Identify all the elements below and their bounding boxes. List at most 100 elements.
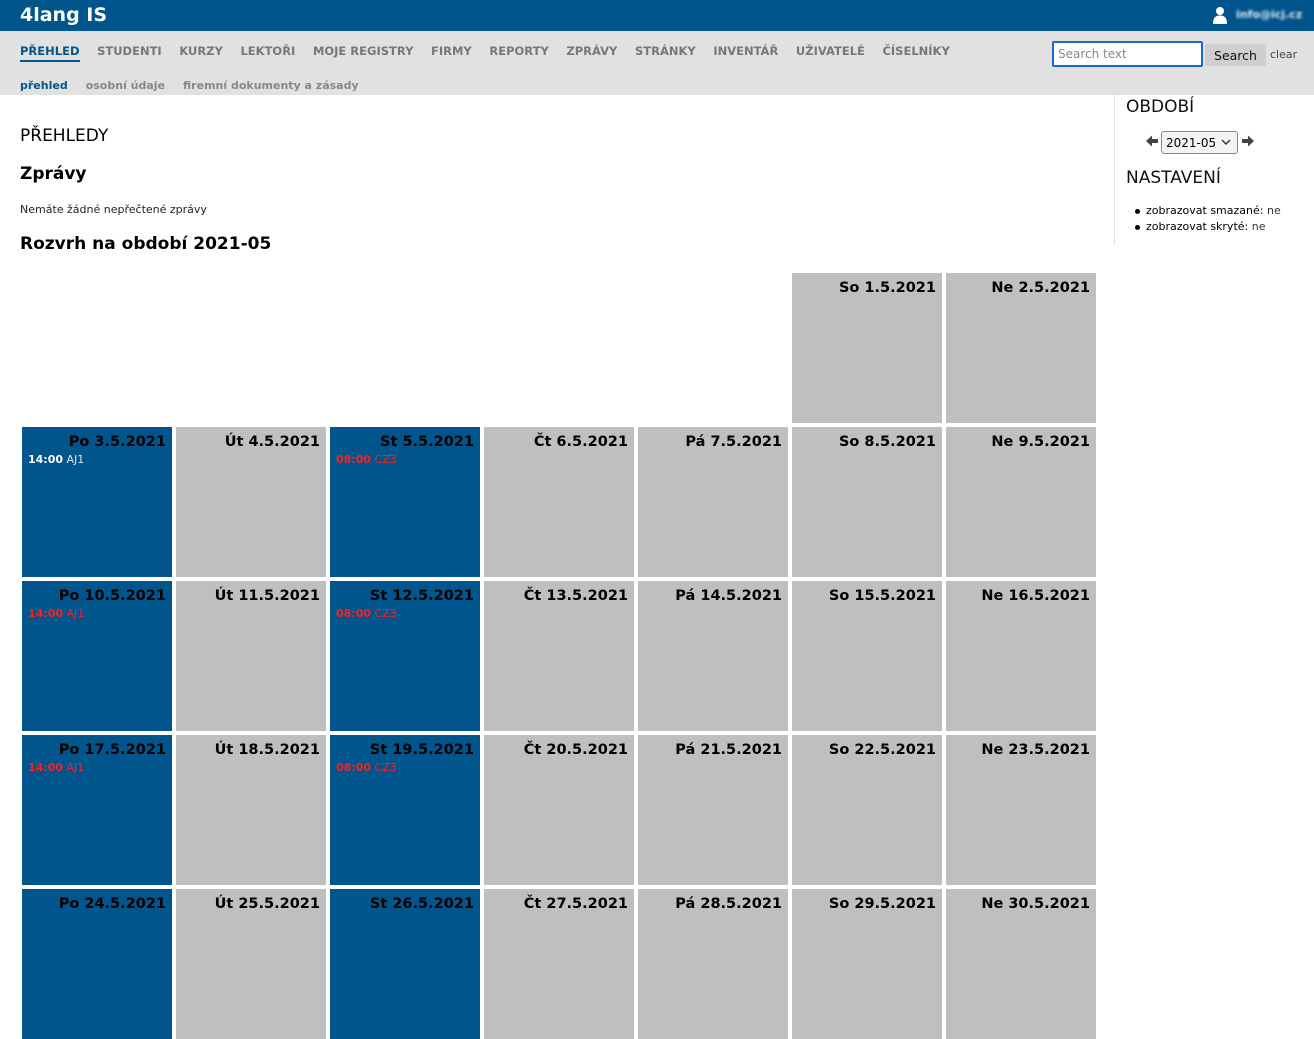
- nav-item[interactable]: STRÁNKY: [634, 44, 696, 58]
- search-input[interactable]: [1052, 41, 1203, 67]
- calendar-day-label: St 19.5.2021: [369, 742, 474, 758]
- nav-item[interactable]: STUDENTI: [97, 44, 162, 58]
- calendar-day-cell[interactable]: St 26.5.2021: [330, 889, 480, 1039]
- calendar-day-label: Po 10.5.2021: [58, 588, 166, 604]
- calendar-day-label: Ne 2.5.2021: [991, 280, 1090, 296]
- calendar-day-label: So 8.5.2021: [838, 434, 936, 450]
- calendar-event[interactable]: 08:00 CZ3: [336, 607, 397, 620]
- calendar-event[interactable]: 14:00 AJ1: [28, 607, 84, 620]
- calendar-day-cell[interactable]: Čt 27.5.2021: [484, 889, 634, 1039]
- calendar-day-cell[interactable]: Út 25.5.2021: [176, 889, 326, 1039]
- calendar-day-cell[interactable]: So 1.5.2021: [792, 273, 942, 423]
- calendar-day-label: Čt 27.5.2021: [523, 896, 628, 912]
- sub-nav: přehled osobní údaje firemní dokumenty a z…: [20, 79, 377, 92]
- calendar-day-cell[interactable]: Čt 13.5.2021: [484, 581, 634, 731]
- nav-item[interactable]: REPORTY: [489, 44, 549, 58]
- calendar-day-cell[interactable]: So 8.5.2021: [792, 427, 942, 577]
- period-heading: OBDOBÍ: [1126, 97, 1195, 117]
- next-period-arrow-icon[interactable]: [1242, 135, 1254, 147]
- subnav-item[interactable]: přehled: [20, 79, 68, 92]
- calendar-day-cell[interactable]: Pá 14.5.2021: [638, 581, 788, 731]
- calendar-day-label: Út 25.5.2021: [214, 896, 320, 912]
- calendar-day-cell[interactable]: Čt 6.5.2021: [484, 427, 634, 577]
- calendar-day-cell[interactable]: Po 17.5.2021 14:00 AJ1: [22, 735, 172, 885]
- calendar-day-cell[interactable]: So 22.5.2021: [792, 735, 942, 885]
- calendar-day-label: Po 24.5.2021: [58, 896, 166, 912]
- previous-period-arrow-icon[interactable]: [1146, 135, 1158, 147]
- calendar-day-cell[interactable]: Po 10.5.2021 14:00 AJ1: [22, 581, 172, 731]
- calendar-day-label: Pá 21.5.2021: [675, 742, 782, 758]
- subnav-item[interactable]: osobní údaje: [85, 79, 166, 92]
- setting-show-hidden: zobrazovat skryté: ne: [1133, 219, 1281, 235]
- calendar-day-cell[interactable]: Čt 20.5.2021: [484, 735, 634, 885]
- calendar-event[interactable]: 08:00 CZ3: [336, 761, 397, 774]
- setting-value-link[interactable]: ne: [1251, 220, 1266, 233]
- calendar-day-label: Pá 28.5.2021: [675, 896, 782, 912]
- calendar-day-cell[interactable]: Ne 9.5.2021: [946, 427, 1096, 577]
- nav-item[interactable]: LEKTOŘI: [240, 44, 296, 58]
- page-title: PŘEHLEDY: [20, 126, 109, 146]
- calendar-day-cell[interactable]: Ne 30.5.2021: [946, 889, 1096, 1039]
- event-time: 08:00: [336, 453, 372, 466]
- calendar-day-cell[interactable]: Po 3.5.2021 14:00 AJ1: [22, 427, 172, 577]
- calendar-day-label: St 5.5.2021: [380, 434, 474, 450]
- calendar-day-label: Ne 16.5.2021: [981, 588, 1090, 604]
- calendar-day-label: So 29.5.2021: [828, 896, 936, 912]
- clear-link[interactable]: clear: [1270, 48, 1298, 61]
- period-select[interactable]: 2021-05: [1161, 131, 1238, 154]
- messages-heading: Zprávy: [20, 164, 87, 184]
- calendar-day-cell[interactable]: St 19.5.2021 08:00 CZ3: [330, 735, 480, 885]
- calendar-day-label: St 26.5.2021: [369, 896, 474, 912]
- calendar-day-cell[interactable]: Ne 2.5.2021: [946, 273, 1096, 423]
- calendar-day-cell[interactable]: Pá 21.5.2021: [638, 735, 788, 885]
- setting-value-link[interactable]: ne: [1266, 204, 1281, 217]
- calendar-day-cell[interactable]: St 5.5.2021 08:00 CZ3: [330, 427, 480, 577]
- subnav-item[interactable]: firemní dokumenty a zásady: [183, 79, 359, 92]
- user-email[interactable]: info@icj.cz: [1236, 8, 1303, 21]
- nav-item[interactable]: MOJE REGISTRY: [312, 44, 414, 58]
- calendar-day-cell[interactable]: So 15.5.2021: [792, 581, 942, 731]
- event-time: 08:00: [336, 607, 372, 620]
- event-course-code: CZ3: [374, 761, 397, 774]
- calendar-event[interactable]: 14:00 AJ1: [28, 761, 84, 774]
- calendar-day-label: Čt 20.5.2021: [523, 742, 628, 758]
- calendar-day-cell[interactable]: Ne 16.5.2021: [946, 581, 1096, 731]
- event-time: 08:00: [336, 761, 372, 774]
- app-brand[interactable]: 4lang IS: [20, 4, 108, 26]
- settings-list: zobrazovat smazané: ne zobrazovat skryté…: [1133, 203, 1281, 235]
- event-time: 14:00: [28, 453, 64, 466]
- calendar-day-cell[interactable]: Út 4.5.2021: [176, 427, 326, 577]
- calendar-event[interactable]: 08:00 CZ3: [336, 453, 397, 466]
- calendar-day-label: Út 18.5.2021: [214, 742, 320, 758]
- calendar-day-label: Čt 6.5.2021: [533, 434, 628, 450]
- calendar-day-label: Pá 14.5.2021: [675, 588, 782, 604]
- calendar-day-cell[interactable]: Út 11.5.2021: [176, 581, 326, 731]
- chevron-down-icon: [1221, 139, 1231, 145]
- calendar-day-label: Pá 7.5.2021: [685, 434, 782, 450]
- calendar-day-cell[interactable]: Ne 23.5.2021: [946, 735, 1096, 885]
- calendar-day-label: Út 11.5.2021: [214, 588, 320, 604]
- nav-item[interactable]: ČÍSELNÍKY: [882, 44, 950, 58]
- calendar-day-cell[interactable]: Út 18.5.2021: [176, 735, 326, 885]
- calendar-day-cell[interactable]: Pá 7.5.2021: [638, 427, 788, 577]
- nav-item[interactable]: PŘEHLED: [20, 44, 80, 62]
- nav-item[interactable]: FIRMY: [431, 44, 472, 58]
- nav-item[interactable]: INVENTÁŘ: [713, 44, 779, 58]
- nav-item[interactable]: KURZY: [179, 44, 223, 58]
- calendar-day-label: Po 17.5.2021: [58, 742, 166, 758]
- main-nav: PŘEHLED STUDENTI KURZY LEKTOŘI MOJE REGISTRY…: [20, 44, 967, 62]
- nav-item[interactable]: ZPRÁVY: [566, 44, 618, 58]
- user-icon[interactable]: [1213, 6, 1227, 24]
- calendar-day-cell[interactable]: Po 24.5.2021: [22, 889, 172, 1039]
- calendar-day-cell[interactable]: St 12.5.2021 08:00 CZ3: [330, 581, 480, 731]
- search-button[interactable]: Search: [1205, 44, 1266, 66]
- calendar-event[interactable]: 14:00 AJ1: [28, 453, 84, 466]
- calendar-day-cell[interactable]: So 29.5.2021: [792, 889, 942, 1039]
- calendar-day-label: Út 4.5.2021: [224, 434, 320, 450]
- calendar-day-label: Ne 30.5.2021: [981, 896, 1090, 912]
- calendar-day-label: Ne 23.5.2021: [981, 742, 1090, 758]
- sidebar: OBDOBÍ 2021-05 NASTAVENÍ zobrazovat smaz…: [1114, 95, 1314, 245]
- event-course-code: CZ3: [374, 607, 397, 620]
- calendar-day-cell[interactable]: Pá 28.5.2021: [638, 889, 788, 1039]
- nav-item[interactable]: UŽIVATELÉ: [795, 44, 865, 58]
